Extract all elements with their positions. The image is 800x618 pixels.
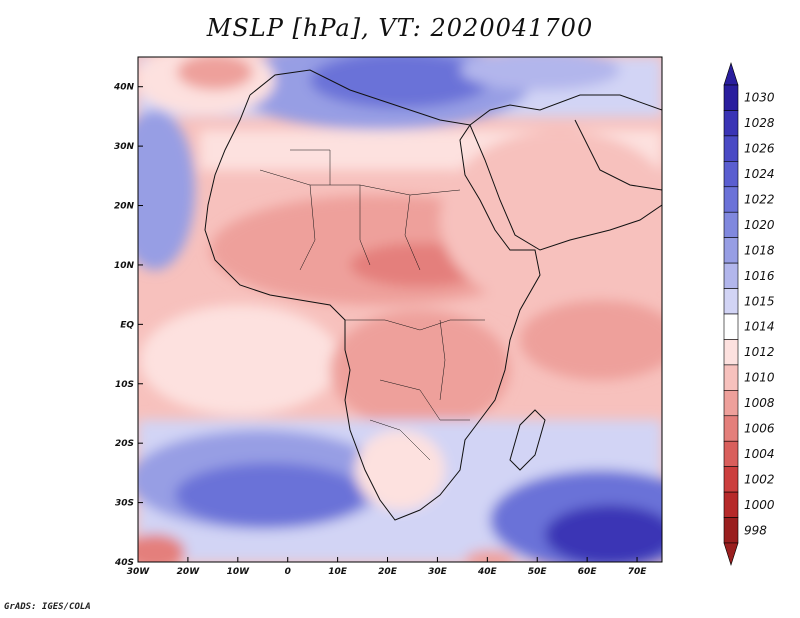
colorbar-swatch — [723, 110, 739, 137]
colorbar-label: 1008 — [744, 396, 775, 410]
coastlines — [204, 69, 662, 521]
colorbar: 1030 1028 1026 1024 1022 1020 1018 1016 1015 1014… — [723, 62, 775, 566]
lat-tick-label: 20N — [114, 202, 135, 212]
colorbar-label: 1030 — [744, 91, 775, 105]
colorbar-swatch — [723, 84, 739, 111]
lon-tick-label: 70E — [628, 567, 648, 577]
lon-tick-label: 60E — [578, 567, 598, 577]
colorbar-swatch — [723, 440, 739, 467]
lat-tick-label: 20S — [115, 439, 134, 449]
lat-tick-label: 40S — [114, 558, 134, 568]
colorbar-label: 1028 — [744, 116, 775, 130]
colorbar-min-arrow — [723, 542, 739, 566]
colorbar-label: 1018 — [744, 243, 775, 257]
colorbar-swatch — [723, 339, 739, 366]
lon-tick-label: 30W — [127, 567, 151, 577]
colorbar-label: 1020 — [744, 218, 775, 232]
lat-tick-label: 10S — [115, 380, 134, 390]
colorbar-swatch — [723, 237, 739, 264]
colorbar-label: 1006 — [744, 422, 775, 436]
colorbar-label: 1004 — [744, 447, 775, 461]
latitude-axis: 40S 30S 20S 10S EQ 10N 20N 30N 40N — [113, 83, 143, 568]
colorbar-swatch — [723, 313, 739, 340]
lon-tick-label: 30E — [428, 567, 448, 577]
lon-tick-label: 0 — [285, 567, 291, 577]
lon-tick-label: 40E — [477, 567, 498, 577]
colorbar-label: 998 — [744, 523, 767, 537]
colorbar-swatch — [723, 390, 739, 417]
colorbar-label: 1010 — [744, 371, 775, 385]
colorbar-swatch — [723, 466, 739, 493]
colorbar-label: 1016 — [744, 269, 775, 283]
colorbar-label: 1022 — [744, 193, 775, 207]
pressure-field — [138, 57, 662, 562]
colorbar-swatch — [723, 415, 739, 442]
lon-tick-label: 20E — [378, 567, 398, 577]
footer-credit: GrADS: IGES/COLA — [4, 602, 91, 612]
lat-tick-label: EQ — [120, 320, 134, 330]
lon-tick-label: 50E — [528, 567, 548, 577]
lon-tick-label: 10W — [227, 567, 251, 577]
colorbar-swatch — [723, 288, 739, 315]
colorbar-label: 1012 — [744, 345, 775, 359]
lat-tick-label: 40N — [113, 83, 135, 93]
colorbar-swatch — [723, 364, 739, 391]
country-borders — [259, 149, 485, 461]
lon-tick-label: 10E — [328, 567, 348, 577]
colorbar-swatch — [723, 517, 739, 544]
colorbar-swatch — [723, 135, 739, 162]
lat-tick-label: 10N — [114, 261, 135, 271]
map-frame — [137, 56, 663, 563]
colorbar-swatch — [723, 491, 739, 518]
colorbar-swatch — [723, 262, 739, 289]
colorbar-label: 1024 — [744, 167, 775, 181]
lat-tick-label: 30N — [114, 142, 135, 152]
colorbar-label: 1000 — [744, 498, 775, 512]
colorbar-swatch — [723, 211, 739, 238]
longitude-axis: 30W 20W 10W 0 10E 20E 30E 40E 50E 60E 70E — [127, 557, 647, 577]
chart-title: MSLP [hPa], VT: 2020041700 — [206, 14, 594, 42]
colorbar-label: 1026 — [744, 142, 775, 156]
lon-tick-label: 20W — [177, 567, 201, 577]
colorbar-swatch — [723, 186, 739, 213]
colorbar-label: 1015 — [744, 294, 775, 308]
colorbar-label: 1002 — [744, 472, 775, 486]
lat-tick-label: 30S — [115, 499, 134, 509]
colorbar-swatch — [723, 161, 739, 188]
colorbar-max-arrow — [723, 62, 739, 86]
colorbar-label: 1014 — [744, 320, 775, 334]
